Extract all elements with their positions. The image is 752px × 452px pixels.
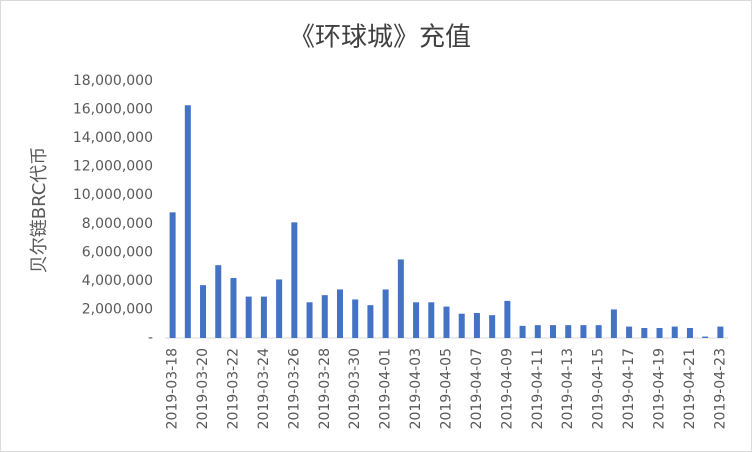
bar xyxy=(686,328,693,338)
x-tick-label: 2019-03-26 xyxy=(286,348,302,429)
bar xyxy=(626,326,633,338)
y-tick-label: 8,000,000 xyxy=(82,216,153,232)
bar xyxy=(291,222,298,338)
bar xyxy=(397,259,404,338)
y-tick-label: 6,000,000 xyxy=(82,244,153,260)
x-tick-label: 2019-03-24 xyxy=(256,348,272,429)
x-tick-label: 2019-04-11 xyxy=(530,348,546,429)
x-tick-label: 2019-04-05 xyxy=(439,348,455,429)
y-tick-label: 16,000,000 xyxy=(73,102,153,118)
x-tick-label: 2019-04-23 xyxy=(712,348,728,429)
bar xyxy=(458,313,465,338)
bar xyxy=(336,289,343,338)
x-tick-label: 2019-03-30 xyxy=(347,348,363,429)
bar xyxy=(306,302,313,338)
bar xyxy=(641,328,648,338)
bar xyxy=(245,296,252,338)
y-tick-label: 2,000,000 xyxy=(82,301,153,317)
bar xyxy=(169,212,176,338)
bar xyxy=(367,305,374,338)
bar xyxy=(595,325,602,338)
bar xyxy=(519,325,526,338)
bar xyxy=(656,328,663,338)
y-axis-label: 贝尔链BRC代币 xyxy=(29,147,50,274)
bar xyxy=(200,285,207,338)
x-tick-label: 2019-04-21 xyxy=(682,348,698,429)
y-tick-label: 18,000,000 xyxy=(73,73,153,89)
bar xyxy=(565,325,572,338)
bar xyxy=(443,306,450,338)
x-tick-label: 2019-04-17 xyxy=(621,348,637,429)
bar xyxy=(428,302,435,338)
bar xyxy=(184,105,191,339)
bar xyxy=(610,309,617,338)
x-tick-label: 2019-04-13 xyxy=(560,348,576,429)
bar xyxy=(473,313,480,338)
x-tick-label: 2019-04-15 xyxy=(591,348,607,429)
bar xyxy=(534,325,541,338)
bar xyxy=(276,279,283,338)
bar xyxy=(230,278,237,338)
x-tick-label: 2019-03-22 xyxy=(225,348,241,429)
bar xyxy=(504,300,511,338)
bar xyxy=(489,315,496,338)
bar xyxy=(215,265,222,338)
x-tick-label: 2019-03-20 xyxy=(195,348,211,429)
x-tick-label: 2019-03-28 xyxy=(317,348,333,429)
x-tick-label: 2019-04-07 xyxy=(469,348,485,429)
x-tick-label: 2019-04-01 xyxy=(378,348,394,429)
x-tick-label: 2019-04-03 xyxy=(408,348,424,429)
bar xyxy=(321,295,328,338)
x-tick-label: 2019-04-09 xyxy=(499,348,515,429)
bar xyxy=(413,302,420,338)
y-tick-label: 14,000,000 xyxy=(73,130,153,146)
bar xyxy=(580,325,587,338)
bar xyxy=(671,326,678,338)
x-tick-label: 2019-04-19 xyxy=(652,348,668,429)
bar xyxy=(550,325,557,338)
bar xyxy=(352,299,359,338)
bar xyxy=(382,289,389,338)
bar xyxy=(702,336,709,338)
bar xyxy=(260,296,267,338)
y-tick-label: 4,000,000 xyxy=(82,273,153,289)
y-tick-label: 10,000,000 xyxy=(73,187,153,203)
y-tick-label: - xyxy=(148,330,153,346)
x-tick-label: 2019-03-18 xyxy=(165,348,181,429)
chart-title: 《环球城》充值 xyxy=(289,23,471,53)
y-tick-label: 12,000,000 xyxy=(73,159,153,175)
bar xyxy=(717,326,724,338)
